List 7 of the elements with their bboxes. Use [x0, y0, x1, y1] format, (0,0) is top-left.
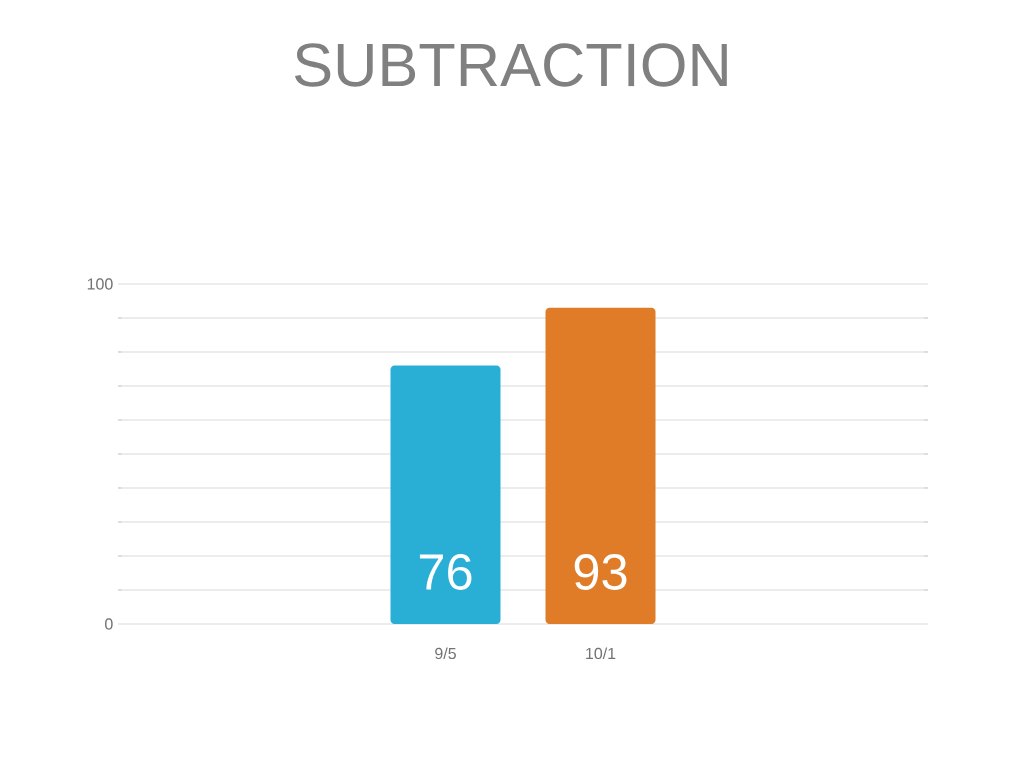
- y-tick-label: 100: [87, 278, 113, 290]
- chart-title: SUBTRACTION: [295, 43, 727, 87]
- x-tick-label: 10/1: [586, 647, 616, 660]
- data-label: 93: [574, 554, 627, 590]
- x-tick-label: 9/5: [435, 647, 456, 660]
- y-tick-label: 0: [105, 618, 113, 630]
- data-label: 76: [419, 554, 472, 590]
